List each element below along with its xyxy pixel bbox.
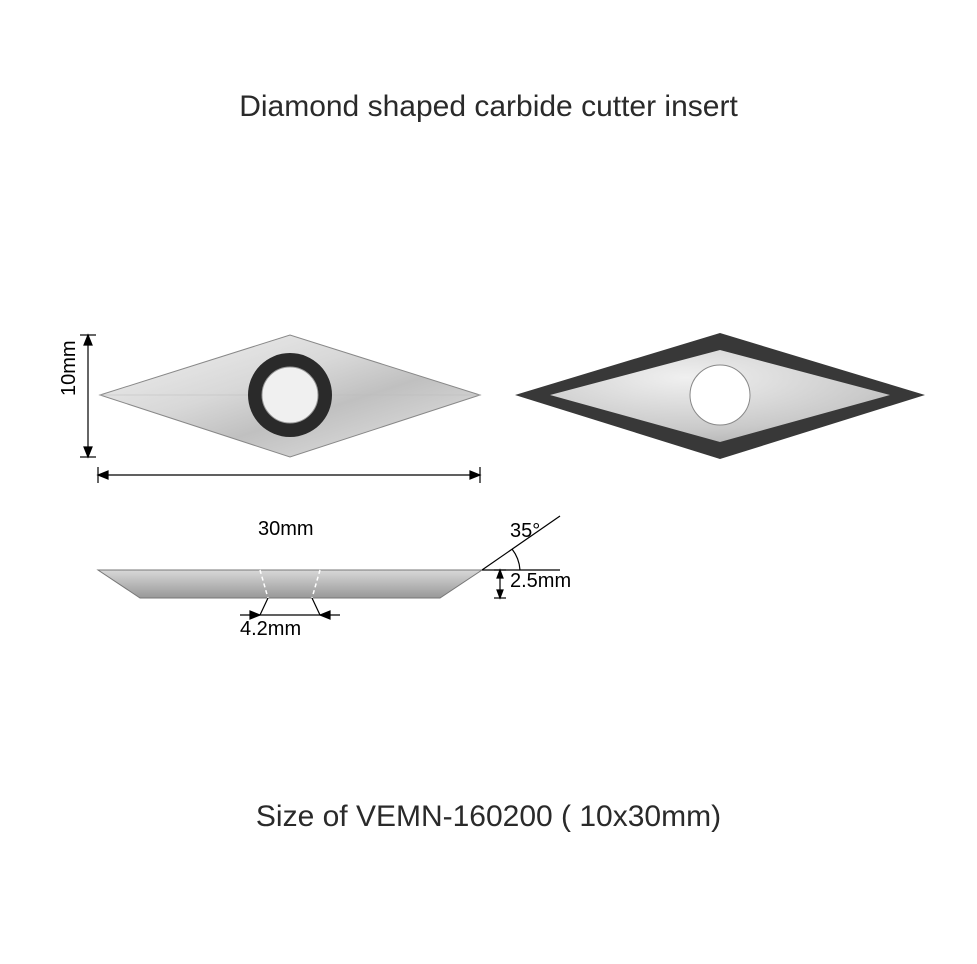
top-view-back [515, 333, 925, 459]
diagram-svg [0, 0, 977, 964]
side-view [98, 570, 482, 598]
top-view-front [100, 335, 480, 457]
